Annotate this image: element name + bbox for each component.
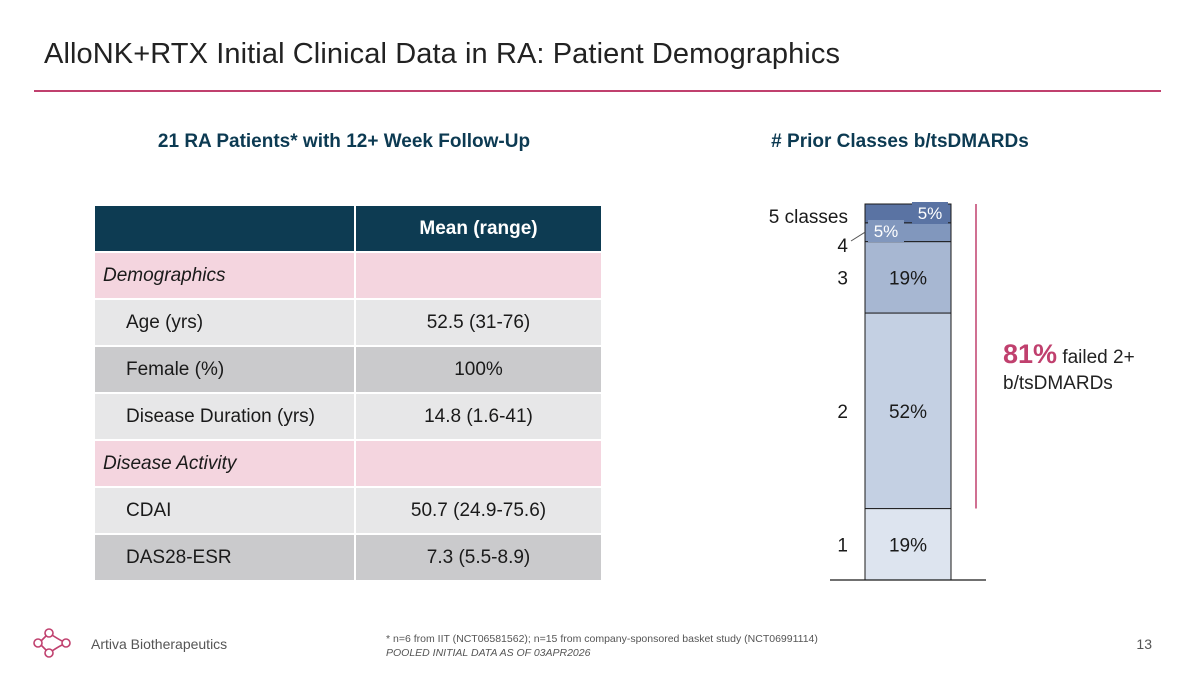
- bar-segment-3: [864, 241, 952, 314]
- category-label: 4: [837, 236, 848, 257]
- callout-text-line2: b/tsDMARDs: [1003, 372, 1113, 394]
- failure-callout: 81% failed 2+ b/tsDMARDs: [1003, 338, 1135, 396]
- table-header-row: Mean (range): [93, 204, 603, 253]
- table-row: Female (%) 100%: [93, 345, 603, 394]
- data-label: 5%: [918, 204, 943, 223]
- data-label: 19%: [889, 268, 927, 289]
- data-label: 5%: [874, 222, 899, 241]
- section-label: Demographics: [93, 251, 356, 300]
- table-heading: 21 RA Patients* with 12+ Week Follow-Up: [157, 131, 531, 152]
- data-label: 19%: [889, 535, 927, 556]
- table-row: DAS28-ESR 7.3 (5.5-8.9): [93, 533, 603, 582]
- header-mean-range: Mean (range): [354, 204, 603, 253]
- row-value: 7.3 (5.5-8.9): [354, 533, 603, 582]
- page-number: 13: [1136, 636, 1152, 652]
- row-label: DAS28-ESR: [93, 533, 356, 582]
- section-value: [354, 439, 603, 488]
- demographics-table: Mean (range) Demographics Age (yrs) 52.5…: [93, 204, 603, 582]
- row-value: 14.8 (1.6-41): [354, 392, 603, 441]
- row-label: CDAI: [93, 486, 356, 535]
- data-label-box: [912, 202, 948, 224]
- slide-title: AlloNK+RTX Initial Clinical Data in RA: …: [44, 38, 841, 70]
- row-value: 52.5 (31-76): [354, 298, 603, 347]
- row-label: Female (%): [93, 345, 356, 394]
- company-logo-icon: [33, 628, 71, 658]
- category-label: 2: [837, 402, 848, 423]
- footnote-line1: * n=6 from IIT (NCT06581562); n=15 from …: [386, 633, 818, 645]
- category-label: 3: [837, 268, 848, 289]
- table-row: Disease Activity: [93, 439, 603, 488]
- table-row: CDAI 50.7 (24.9-75.6): [93, 486, 603, 535]
- chart-heading: # Prior Classes b/tsDMARDs: [771, 131, 1029, 152]
- callout-value: 81%: [1003, 339, 1058, 369]
- table-row: Demographics: [93, 251, 603, 300]
- category-label: 5 classes: [769, 207, 848, 228]
- bar-segment-2: [864, 312, 952, 510]
- section-value: [354, 251, 603, 300]
- company-name: Artiva Biotherapeutics: [91, 636, 228, 652]
- header-label-cell: [93, 204, 356, 253]
- callout-text-line1: failed 2+: [1062, 347, 1135, 368]
- footnote-line2: POOLED INITIAL DATA AS OF 03APR2026: [386, 647, 591, 660]
- row-value: 50.7 (24.9-75.6): [354, 486, 603, 535]
- leader-line: [850, 231, 866, 242]
- section-label: Disease Activity: [93, 439, 356, 488]
- category-label: 1: [837, 535, 848, 556]
- data-label: 52%: [889, 402, 927, 423]
- data-label-box: [868, 220, 904, 242]
- footnote: * n=6 from IIT (NCT06581562); n=15 from …: [386, 632, 818, 660]
- table-row: Age (yrs) 52.5 (31-76): [93, 298, 603, 347]
- row-label: Age (yrs): [93, 298, 356, 347]
- row-label: Disease Duration (yrs): [93, 392, 356, 441]
- title-divider: [34, 90, 1161, 92]
- row-value: 100%: [354, 345, 603, 394]
- table-row: Disease Duration (yrs) 14.8 (1.6-41): [93, 392, 603, 441]
